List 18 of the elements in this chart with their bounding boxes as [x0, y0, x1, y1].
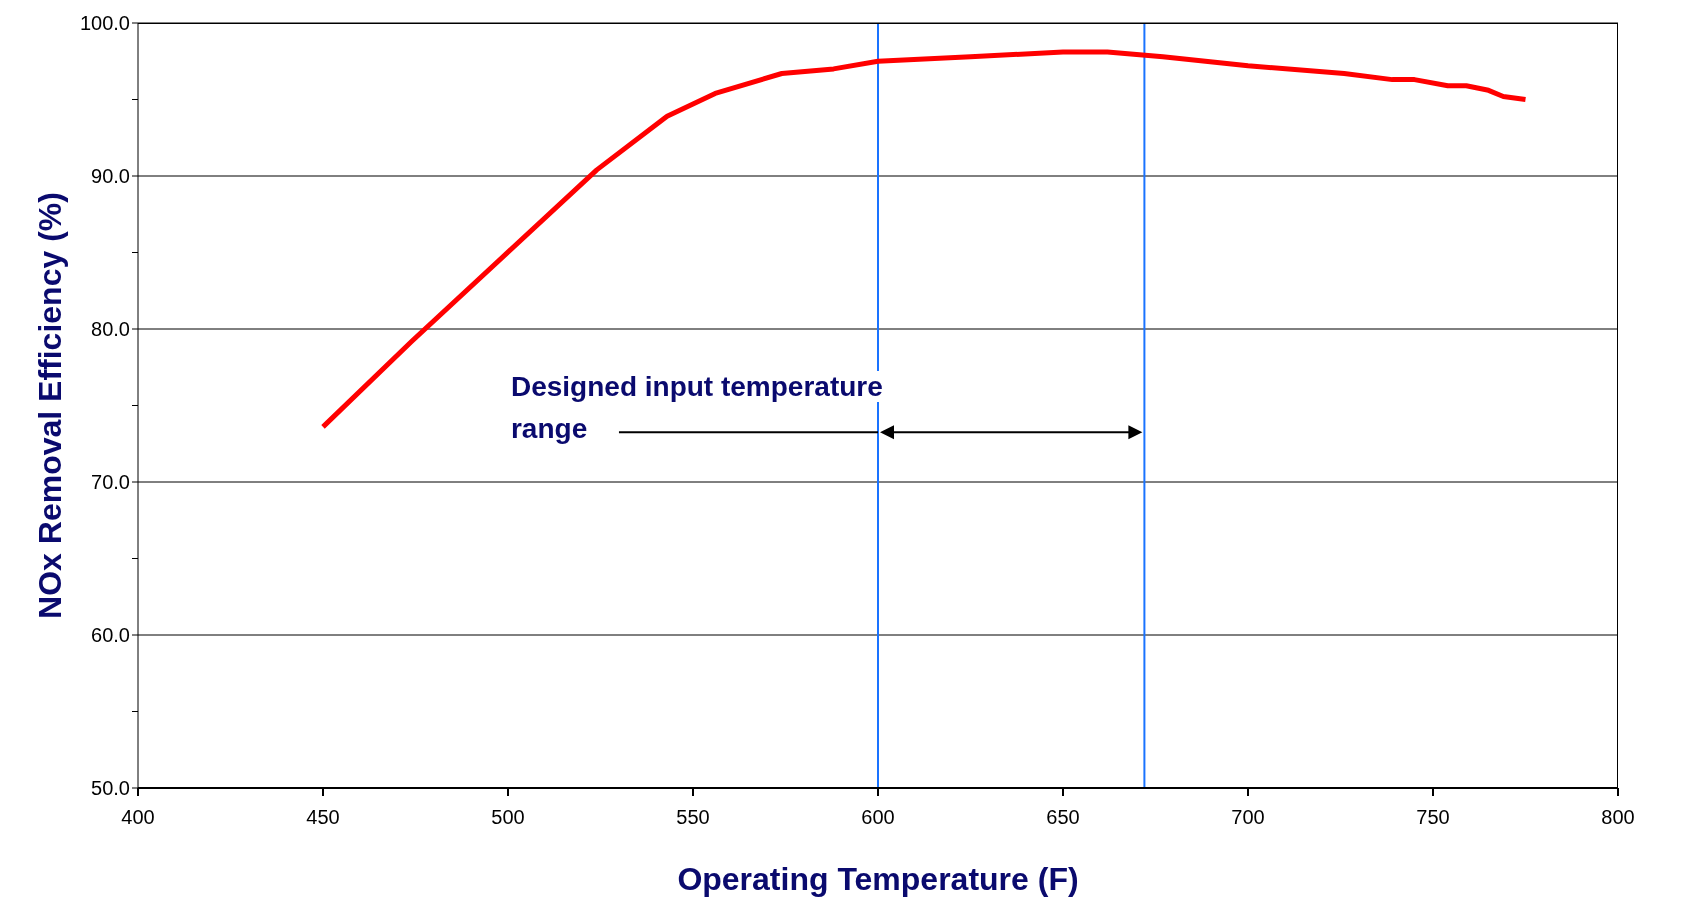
y-tick-label: 60.0 — [91, 624, 130, 647]
x-tick-label: 700 — [1231, 806, 1265, 829]
x-tick-label: 800 — [1601, 806, 1635, 829]
y-tick-label: 100.0 — [79, 12, 130, 35]
annotation: Designed input temperature range — [510, 371, 883, 445]
y-tick-label: 80.0 — [91, 318, 130, 341]
y-tick-label: 90.0 — [91, 165, 130, 188]
x-tick-label: 500 — [491, 806, 525, 829]
y-axis-title: NOx Removal Efficiency (%) — [32, 192, 69, 619]
x-tick-label: 550 — [676, 806, 710, 829]
x-tick-label: 400 — [121, 806, 155, 829]
y-tick-label: 50.0 — [91, 777, 130, 800]
x-tick-label: 750 — [1416, 806, 1450, 829]
y-tick-label: 70.0 — [91, 471, 130, 494]
x-tick-label: 600 — [861, 806, 895, 829]
x-tick-label: 650 — [1046, 806, 1080, 829]
x-axis-title: Operating Temperature (F) — [677, 861, 1079, 897]
x-tick-label: 450 — [306, 806, 340, 829]
